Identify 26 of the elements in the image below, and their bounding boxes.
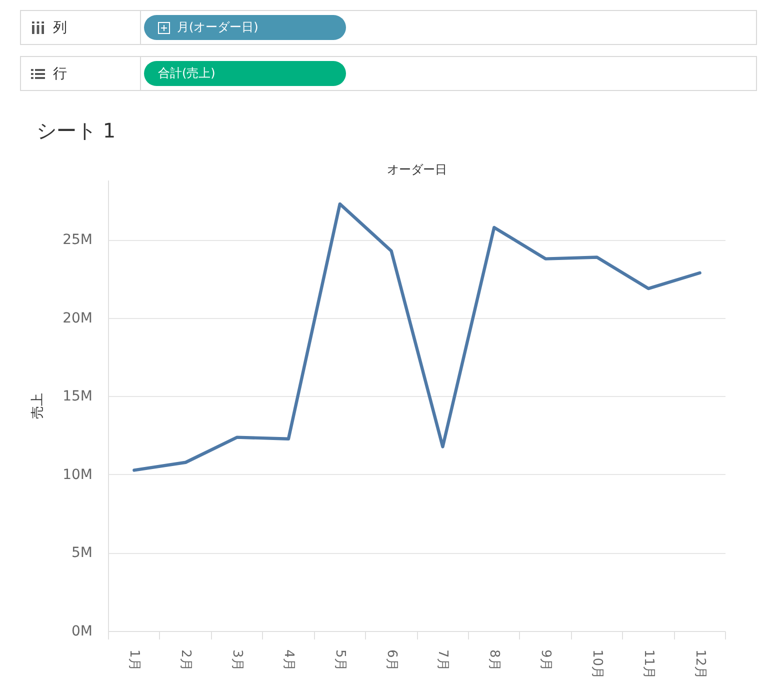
x-tick-label: 5月 [332,650,348,671]
y-tick-label: 20M [62,310,93,326]
x-tick-label: 12月 [692,650,708,680]
x-tick-label: 8月 [486,650,502,671]
x-tick-label: 11月 [640,650,656,680]
x-tick-label: 4月 [280,650,296,671]
y-tick-label: 0M [72,624,93,640]
y-tick-label: 5M [72,545,93,562]
x-tick-label: 6月 [384,650,399,671]
text: 行 [53,64,67,84]
text: 列 [53,18,67,38]
x-tick-label: 2月 [178,650,194,671]
chart-title: シート 1 [36,118,116,142]
shelf-pill: 月(オーダー日) [144,15,346,40]
y-tick-label: 25M [62,232,93,248]
x-tick-label: 9月 [538,650,554,671]
shelf-pill: 合計(売上) [144,61,346,86]
line-series [132,202,702,472]
x-tick-label: 3月 [230,650,245,671]
x-tick-label: 1月 [126,650,142,671]
y-axis-title: 売上 [30,393,46,419]
y-tick-label: 15M [62,388,93,405]
y-tick-label: 10M [62,466,93,483]
x-tick-label: 7月 [435,650,450,671]
x-axis-title: オーダー日 [387,162,447,176]
x-tick-label: 10月 [589,650,604,680]
